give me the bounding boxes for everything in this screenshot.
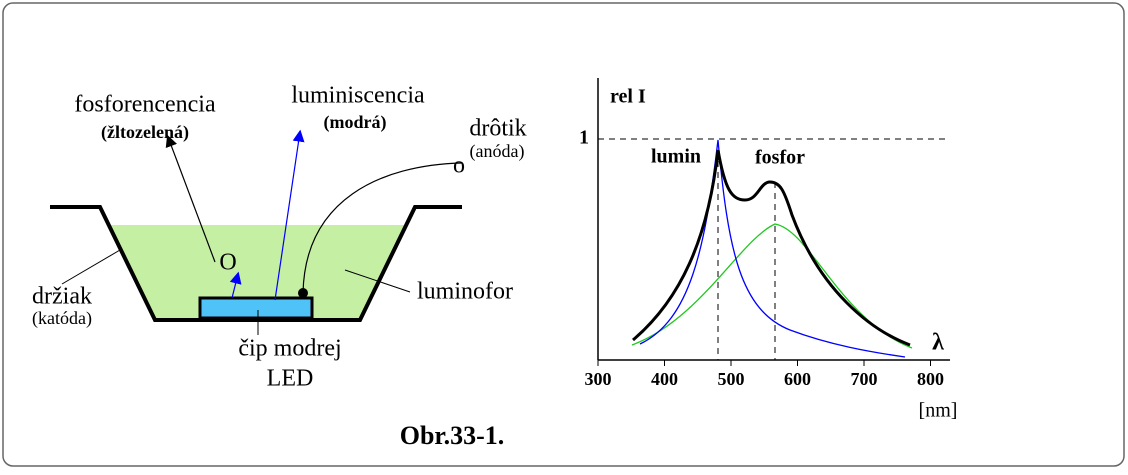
label: (katóda): [32, 308, 92, 329]
peak-label: fosfor: [755, 147, 805, 169]
phosphor-curve: [632, 224, 912, 348]
x-tick-label: 300: [585, 369, 612, 389]
label: LED: [267, 366, 314, 392]
x-tick-label: 600: [784, 369, 811, 389]
peak-label: lumin: [651, 146, 701, 168]
sum-curve: [633, 150, 910, 345]
label: o: [453, 153, 465, 179]
label: fosforencencia: [74, 92, 216, 118]
x-label: λ: [932, 330, 944, 356]
label: luminiscencia: [291, 83, 425, 109]
label: (modrá): [324, 112, 387, 133]
label: O: [219, 250, 236, 276]
leader: [62, 250, 120, 284]
label: luminofor: [417, 279, 513, 305]
y-label: rel I: [610, 86, 646, 108]
chip: [200, 298, 312, 318]
x-unit: [nm]: [919, 400, 958, 422]
label: držiak: [32, 284, 92, 310]
y-tick-label: 1: [579, 127, 589, 149]
label: drôtik: [469, 116, 526, 142]
label: (anóda): [470, 141, 525, 162]
page: fosforencencia (žltozelená) luminiscenci…: [0, 0, 1128, 470]
x-tick-label: 500: [718, 369, 745, 389]
blue-curve: [640, 140, 905, 357]
label: (žltozelená): [101, 122, 189, 143]
caption: Obr.33-1.: [400, 421, 505, 450]
x-tick-label: 800: [917, 369, 944, 389]
x-tick-label: 400: [651, 369, 678, 389]
x-tick-label: 700: [851, 369, 878, 389]
label: čip modrej: [238, 336, 341, 362]
figure: fosforencencia (žltozelená) luminiscenci…: [0, 0, 1128, 470]
